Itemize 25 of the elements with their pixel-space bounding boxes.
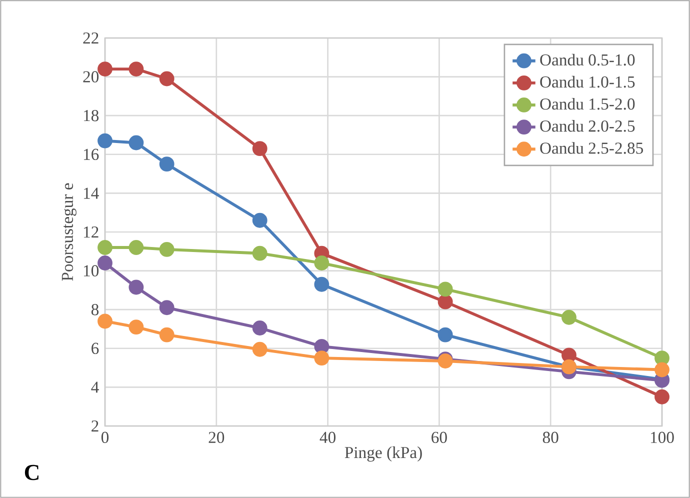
y-tick-label: 4 xyxy=(91,382,99,393)
x-tick-label: 80 xyxy=(542,432,558,444)
legend-label: Oandu 2.0-2.5 xyxy=(540,120,635,132)
y-tick-label: 2 xyxy=(92,420,98,432)
y-tick-label: 12 xyxy=(84,226,98,238)
x-tick-label: 40 xyxy=(320,432,336,444)
y-tick-label: 8 xyxy=(91,304,99,316)
legend-label: Oandu 1.0-1.5 xyxy=(540,76,635,88)
y-tick-label: 18 xyxy=(84,110,99,122)
x-tick-label: 100 xyxy=(650,432,674,444)
y-axis-title: Poorsustegur e xyxy=(62,183,76,281)
y-tick-label: 16 xyxy=(84,148,99,160)
x-tick-label: 20 xyxy=(208,432,224,444)
legend-label: Oandu 0.5-1.0 xyxy=(540,54,635,66)
y-tick-label: 6 xyxy=(92,342,99,354)
y-tick-label: 10 xyxy=(84,265,99,276)
x-tick-label: 60 xyxy=(432,432,447,444)
y-tick-label: 20 xyxy=(83,71,99,82)
y-tick-label: 14 xyxy=(84,188,99,199)
y-tick-label: 22 xyxy=(83,32,98,44)
x-tick-label: 0 xyxy=(101,432,109,444)
legend-label: Oandu 1.5-2.0 xyxy=(540,98,635,110)
x-axis-title: Pinge (kPa) xyxy=(344,446,422,462)
text: C xyxy=(24,464,38,480)
legend-label: Oandu 2.5-2.85 xyxy=(540,142,643,154)
